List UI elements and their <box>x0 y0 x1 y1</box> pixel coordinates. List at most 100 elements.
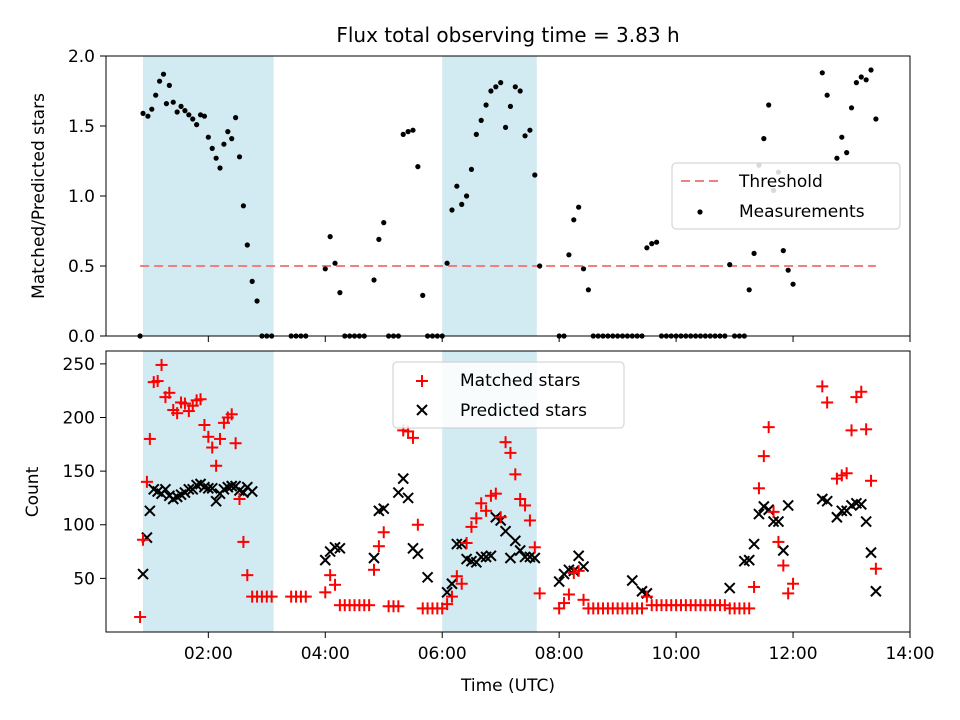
measurement-point <box>517 88 523 94</box>
measurement-point <box>824 92 830 98</box>
predicted-stars-point <box>753 508 765 520</box>
measurement-point <box>454 183 460 189</box>
measurement-point <box>233 115 239 121</box>
measurement-point <box>166 82 172 88</box>
measurement-point <box>488 88 494 94</box>
measurement-point <box>205 134 211 140</box>
top-legend: Threshold Measurements <box>671 162 901 230</box>
predicted-stars-point <box>334 542 346 555</box>
matched-stars-point <box>465 520 478 533</box>
matched-stars-point <box>577 593 590 606</box>
matched-stars-point <box>777 559 790 572</box>
matched-stars-point <box>767 505 780 518</box>
top-y-tick-label: 1.0 <box>68 187 95 207</box>
matched-stars-legend-marker <box>416 375 428 387</box>
matched-stars-legend-label: Matched stars <box>460 371 580 391</box>
chart-title: Flux total observing time = 3.83 h <box>336 23 679 47</box>
matched-stars-point <box>840 467 853 480</box>
matched-stars-point <box>299 590 312 603</box>
matched-stars-point <box>489 487 502 500</box>
measurement-point <box>512 84 518 90</box>
predicted-stars-point <box>475 551 487 563</box>
predicted-stars-point <box>397 472 409 485</box>
matched-stars-point <box>562 588 575 601</box>
matched-stars-point <box>533 587 546 600</box>
predicted-stars-point <box>183 483 195 496</box>
predicted-stars-point <box>210 495 222 507</box>
matched-stars-point <box>860 423 873 436</box>
matched-stars-point <box>816 380 829 393</box>
measurement-point <box>209 145 215 151</box>
threshold-legend-label: Threshold <box>738 172 823 192</box>
top-y-tick-label: 0.5 <box>68 257 95 277</box>
measurement-point <box>332 260 338 266</box>
matched-stars-point <box>523 514 536 527</box>
matched-stars-point <box>363 599 376 612</box>
matched-stars-point <box>869 562 882 575</box>
measurement-point <box>236 154 243 160</box>
predicted-stars-point <box>836 505 848 517</box>
measurement-point <box>444 260 450 266</box>
measurement-point <box>415 164 421 170</box>
measurement-point <box>863 77 869 83</box>
measurement-point <box>532 172 538 178</box>
measurement-point <box>844 150 850 156</box>
measurement-point <box>213 155 219 161</box>
matched-stars-point <box>377 526 390 539</box>
measurement-point <box>149 106 155 112</box>
predicted-stars-point <box>777 544 790 557</box>
matched-stars-point <box>151 375 164 388</box>
predicted-stars-points <box>137 472 882 600</box>
measurement-point <box>178 103 184 109</box>
measurement-point <box>174 109 180 115</box>
predicted-stars-point <box>144 505 156 517</box>
measurement-point <box>371 277 377 283</box>
measurement-point <box>834 155 840 161</box>
matched-stars-point <box>214 432 227 445</box>
matched-stars-point <box>528 541 541 554</box>
measurement-point <box>376 236 382 242</box>
matched-stars-point <box>441 598 454 611</box>
measurement-point <box>468 166 475 172</box>
matched-stars-point <box>640 590 653 603</box>
measurement-point <box>160 71 167 77</box>
matched-stars-point <box>241 569 254 582</box>
matched-stars-point <box>194 393 207 406</box>
top-measurement-points <box>137 67 879 339</box>
predicted-stars-point <box>137 568 149 580</box>
bottom-axes-frame <box>105 350 911 633</box>
top-y-ticks: 0.0 0.5 1.0 1.5 2.0 <box>68 47 106 347</box>
predicted-stars-legend-marker <box>416 404 428 416</box>
matched-stars-point <box>324 569 337 582</box>
measurement-point <box>140 110 146 116</box>
measurement-point <box>249 278 255 284</box>
measurement-point <box>507 103 514 109</box>
x-tick-label: 14:00 <box>886 644 935 664</box>
top-y-tick-label: 2.0 <box>68 47 95 67</box>
matched-stars-point <box>787 577 800 590</box>
bottom-x-ticks: 02:00 04:00 06:00 08:00 10:00 12:00 14:00 <box>184 632 935 664</box>
bottom-y-axis-label: Count <box>23 466 43 517</box>
predicted-stars-point <box>368 552 380 564</box>
measurement-point <box>449 207 455 213</box>
matched-stars-point <box>494 511 507 524</box>
measurement-point <box>853 80 860 86</box>
top-y-axis-label: Matched/Predicted stars <box>29 93 49 299</box>
predicted-stars-point <box>504 552 517 564</box>
matched-stars-point <box>372 540 385 553</box>
matched-stars-point <box>140 475 153 488</box>
matched-stars-point <box>163 386 176 399</box>
matched-stars-point <box>636 602 648 615</box>
predicted-stars-point <box>782 499 794 512</box>
measurement-point <box>858 74 864 80</box>
x-tick-label: 10:00 <box>652 644 701 664</box>
predicted-stars-point <box>246 485 258 498</box>
predicted-stars-point <box>772 515 785 528</box>
predicted-stars-point <box>748 538 760 550</box>
matched-stars-point <box>743 602 756 615</box>
bottom-y-ticks: 50 100 150 200 250 <box>63 355 106 589</box>
predicted-stars-point <box>421 571 434 584</box>
measurements-legend-marker <box>697 209 703 215</box>
matched-stars-point <box>406 431 419 444</box>
predicted-stars-point <box>226 480 238 492</box>
